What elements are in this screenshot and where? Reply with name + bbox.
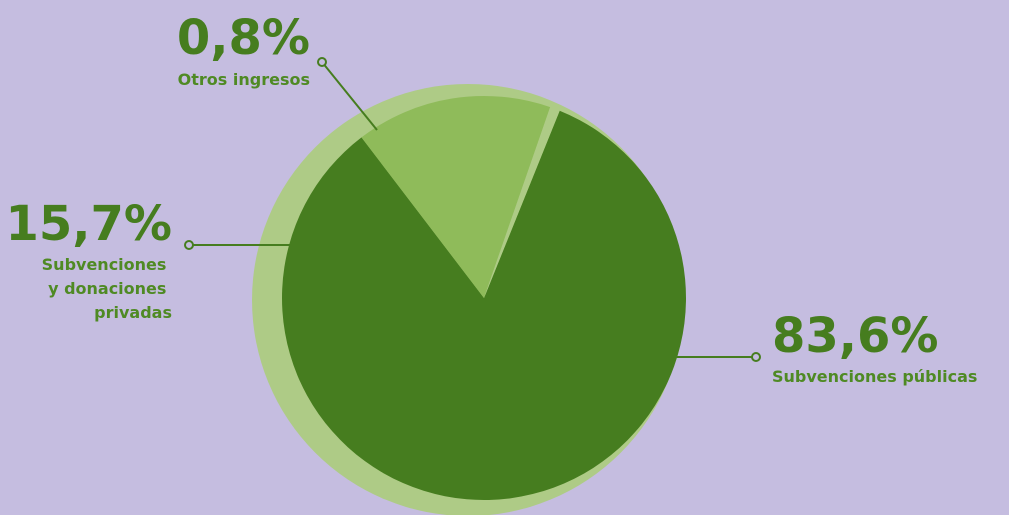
leader-dot-otros xyxy=(317,57,327,67)
slice-name-label-otros: Otros ingresos xyxy=(178,70,310,89)
slice-value-label-publicas: 83,6% xyxy=(772,308,939,364)
slice-value-label-otros: 0,8% xyxy=(177,10,310,66)
leader-line-otros xyxy=(321,61,378,131)
leader-dot-publicas xyxy=(751,352,761,362)
pie-slice-publicas xyxy=(282,110,687,501)
slice-value-label-privadas: 15,7% xyxy=(5,196,172,252)
pie-slice-privadas xyxy=(361,96,551,299)
leader-dot-privadas xyxy=(184,240,194,250)
pie-slice-otros xyxy=(484,107,560,299)
slice-name-label-privadas: Subvenciones y donaciones privadas xyxy=(42,255,172,322)
slice-name-label-publicas: Subvenciones públicas xyxy=(772,367,977,386)
